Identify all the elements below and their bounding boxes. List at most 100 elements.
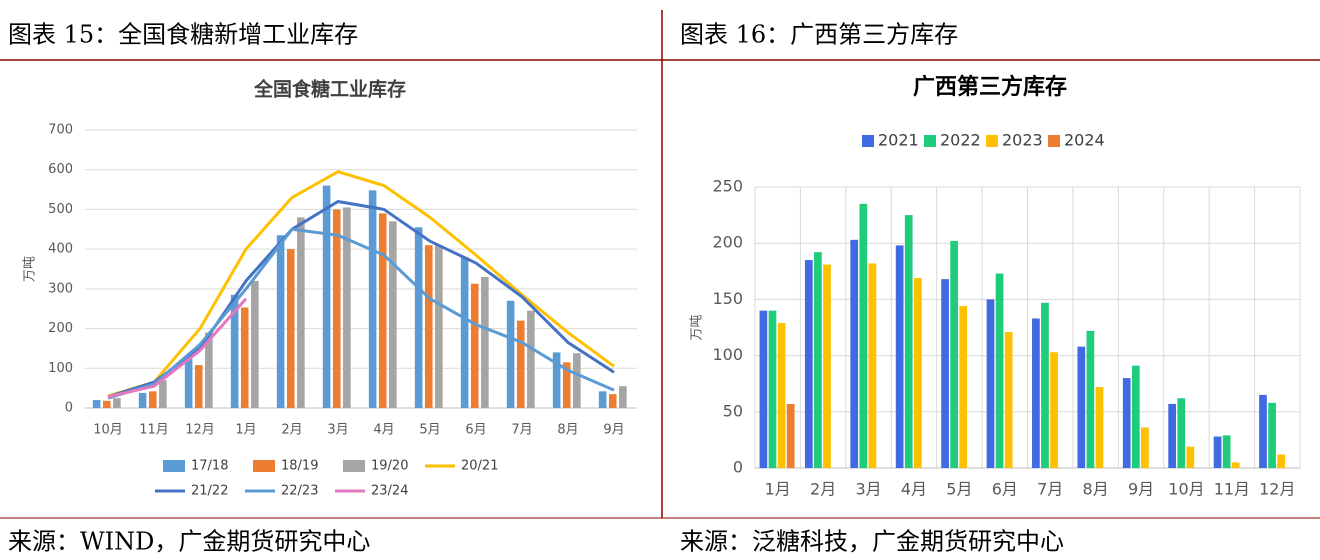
legend-label: 18/19	[281, 459, 318, 474]
bar	[414, 227, 423, 408]
bar	[1186, 446, 1195, 468]
bar	[941, 279, 949, 468]
bar	[1004, 331, 1013, 468]
bar	[113, 398, 121, 408]
bar	[332, 209, 341, 408]
bar	[859, 203, 868, 469]
y-tick-label: 150	[712, 289, 743, 308]
bar	[527, 310, 535, 408]
legend-swatch	[343, 460, 365, 472]
bar	[1168, 403, 1177, 468]
bar	[759, 310, 768, 468]
bar	[768, 310, 777, 468]
bar	[516, 320, 525, 408]
panel-source: 来源：泛糖科技，广金期货研究中心	[680, 528, 1064, 556]
bar	[913, 278, 922, 468]
bar	[368, 190, 377, 408]
bar	[138, 392, 147, 408]
x-tick-label: 11月	[1214, 480, 1250, 499]
bar	[786, 403, 795, 468]
bar	[1222, 435, 1231, 468]
x-tick-label: 10月	[93, 423, 123, 438]
bar	[959, 306, 968, 468]
bar	[868, 263, 877, 468]
bar	[276, 235, 285, 408]
bar	[562, 362, 571, 408]
x-tick-label: 9月	[603, 423, 624, 438]
line	[107, 170, 615, 398]
x-tick-label: 1月	[235, 423, 256, 438]
bar	[1041, 302, 1049, 468]
bar	[1077, 346, 1086, 468]
bar	[950, 240, 959, 468]
y-tick-label: 100	[48, 361, 73, 376]
bar	[343, 207, 351, 408]
bar	[251, 280, 259, 408]
bar	[1131, 365, 1140, 468]
bar	[904, 215, 913, 468]
y-tick-label: 300	[48, 281, 73, 296]
bar	[1050, 352, 1058, 468]
y-tick-label: 100	[712, 345, 743, 364]
x-tick-label: 10月	[1168, 480, 1204, 499]
bar	[986, 299, 995, 468]
y-tick-label: 200	[48, 321, 73, 336]
bar	[194, 365, 203, 408]
bar	[1095, 387, 1104, 468]
bar	[777, 323, 786, 468]
bar	[378, 213, 387, 408]
bar	[435, 245, 443, 408]
x-tick-label: 8月	[1083, 480, 1109, 499]
bar	[1141, 427, 1149, 468]
x-tick-label: 4月	[373, 423, 394, 438]
bar	[804, 260, 813, 468]
legend-label: 2022	[940, 131, 981, 150]
bar	[297, 217, 305, 408]
x-tick-label: 1月	[765, 480, 791, 499]
legend-label: 21/22	[191, 484, 228, 499]
panel-title: 图表 16：广西第三方库存	[680, 21, 958, 49]
bar	[389, 221, 397, 408]
legend-label: 23/24	[371, 484, 408, 499]
x-tick-label: 2月	[810, 480, 836, 499]
bar	[286, 249, 295, 408]
legend-label: 2023	[1002, 131, 1043, 150]
bar	[895, 245, 904, 468]
bar	[481, 276, 489, 408]
x-tick-label: 12月	[1259, 480, 1295, 499]
legend-swatch	[986, 135, 998, 147]
bar	[1268, 402, 1276, 468]
bar	[1032, 318, 1040, 468]
bar	[552, 352, 561, 408]
line	[107, 199, 615, 399]
y-tick-label: 500	[48, 202, 73, 217]
line	[107, 227, 615, 400]
bar	[460, 257, 469, 408]
bar	[1086, 330, 1095, 468]
bar	[102, 400, 111, 408]
x-tick-label: 7月	[1037, 480, 1063, 499]
bar	[1177, 398, 1186, 468]
x-tick-label: 3月	[855, 480, 881, 499]
legend-label: 2021	[878, 131, 919, 150]
bar	[470, 283, 479, 408]
legend-label: 19/20	[371, 459, 408, 474]
y-tick-label: 400	[48, 242, 73, 257]
bar	[240, 307, 249, 408]
y-tick-label: 700	[48, 123, 73, 138]
legend-swatch	[862, 135, 874, 147]
y-tick-label: 50	[723, 401, 743, 420]
legend-swatch	[253, 460, 275, 472]
bar	[424, 245, 433, 408]
bar	[148, 391, 157, 408]
bar	[1259, 394, 1267, 468]
legend-label: 2024	[1064, 131, 1105, 150]
panel-title: 图表 15：全国食糖新增工业库存	[8, 21, 358, 49]
bar	[1122, 378, 1131, 468]
bar	[184, 358, 193, 408]
y-tick-label: 0	[733, 458, 743, 477]
legend-swatch	[924, 135, 936, 147]
bar	[814, 252, 822, 468]
bar	[1231, 462, 1240, 468]
